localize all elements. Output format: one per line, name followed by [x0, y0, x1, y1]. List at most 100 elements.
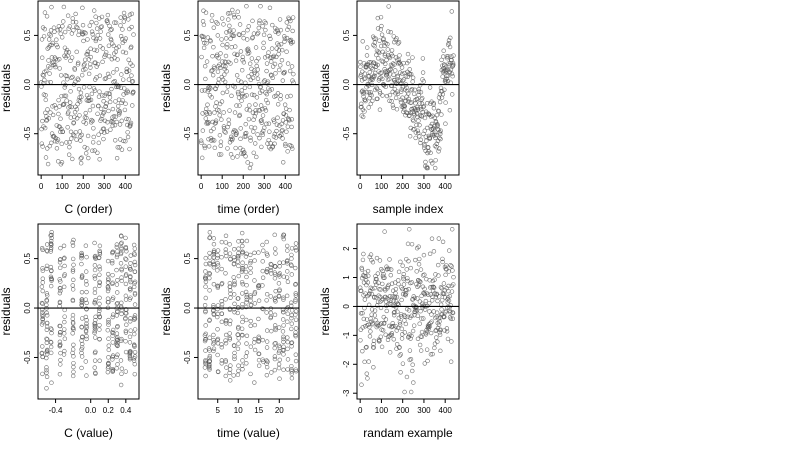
data-point — [61, 273, 67, 279]
data-point — [62, 331, 67, 336]
data-point — [407, 348, 413, 353]
data-point — [365, 280, 371, 285]
data-point — [132, 281, 137, 286]
data-point — [269, 328, 274, 334]
data-point — [74, 137, 79, 142]
data-point — [377, 258, 383, 263]
data-point — [246, 50, 252, 55]
data-point — [382, 320, 387, 326]
data-point — [110, 312, 116, 317]
data-point — [285, 261, 290, 266]
data-point — [215, 303, 221, 308]
data-point — [111, 70, 116, 75]
data-point — [212, 65, 217, 71]
data-point — [248, 302, 254, 308]
data-point — [445, 297, 450, 302]
data-point — [237, 112, 243, 118]
data-point — [263, 97, 269, 103]
data-point — [384, 308, 389, 314]
data-point — [269, 73, 274, 78]
data-point — [132, 252, 137, 257]
data-point — [427, 85, 433, 90]
data-point — [219, 319, 225, 325]
data-point — [391, 72, 396, 77]
data-point — [111, 79, 116, 85]
data-point — [132, 331, 137, 337]
data-point — [236, 336, 241, 341]
data-point — [203, 116, 208, 121]
data-point — [225, 84, 231, 89]
data-point — [280, 118, 286, 123]
data-point — [219, 255, 224, 260]
data-point — [223, 332, 229, 338]
data-point — [239, 363, 245, 368]
data-point — [217, 152, 222, 157]
data-point — [114, 155, 120, 161]
data-point — [121, 10, 127, 16]
data-point — [211, 44, 216, 50]
data-point — [75, 60, 81, 66]
data-point — [236, 363, 241, 368]
data-point — [40, 354, 45, 360]
data-point — [388, 298, 394, 303]
data-point — [119, 336, 124, 342]
data-point — [49, 327, 54, 332]
data-point — [105, 18, 110, 23]
data-point — [119, 366, 125, 371]
data-point — [262, 105, 268, 111]
data-point — [47, 71, 52, 76]
data-point — [120, 98, 125, 103]
plot-frame — [356, 0, 460, 176]
data-point — [378, 14, 384, 20]
data-point — [409, 333, 414, 339]
data-point — [379, 43, 384, 49]
data-point — [416, 118, 421, 123]
data-point — [43, 97, 48, 103]
data-point — [376, 323, 381, 329]
data-point — [420, 109, 425, 115]
data-point — [40, 280, 45, 285]
data-point — [228, 257, 233, 262]
data-point — [450, 74, 455, 79]
data-point — [109, 258, 115, 264]
data-point — [209, 95, 214, 100]
data-point — [368, 329, 373, 334]
data-point — [83, 329, 89, 334]
data-point — [289, 308, 295, 313]
data-point — [49, 55, 55, 60]
data-point — [126, 57, 131, 62]
data-point — [94, 20, 99, 26]
data-point — [374, 324, 379, 330]
data-point — [268, 314, 274, 320]
data-point — [398, 81, 403, 87]
data-point — [97, 308, 102, 314]
data-point — [77, 99, 83, 104]
data-point — [92, 330, 97, 336]
data-point — [392, 309, 397, 315]
x-tick-label: 300 — [258, 182, 272, 191]
data-point — [45, 146, 50, 151]
data-point — [132, 246, 138, 251]
data-point — [93, 14, 98, 19]
data-point — [272, 312, 278, 318]
data-point — [428, 320, 433, 326]
data-point — [287, 107, 292, 113]
data-point — [368, 59, 374, 65]
data-point — [264, 269, 270, 275]
data-point — [238, 126, 243, 131]
data-point — [111, 43, 116, 49]
data-point — [94, 48, 100, 53]
data-point — [395, 91, 401, 97]
data-point — [106, 360, 111, 366]
data-point — [103, 50, 109, 55]
data-point — [449, 264, 454, 269]
data-point — [222, 79, 228, 85]
data-point — [246, 116, 252, 122]
data-point — [84, 289, 89, 295]
x-tick-label: 200 — [77, 182, 91, 191]
data-point — [80, 316, 85, 321]
data-point — [236, 273, 241, 279]
data-point — [227, 251, 233, 256]
data-point — [365, 268, 371, 274]
data-point — [70, 19, 76, 25]
